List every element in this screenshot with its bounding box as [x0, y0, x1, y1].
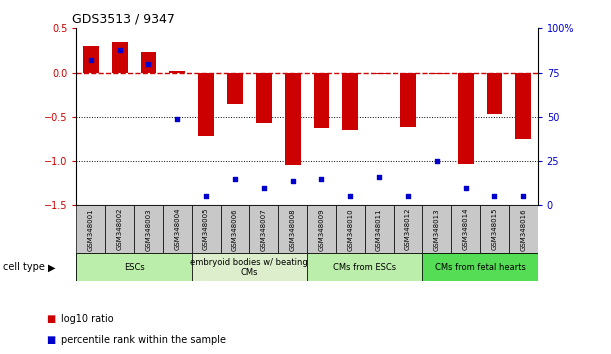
Point [288, 178, 298, 183]
Text: embryoid bodies w/ beating
CMs: embryoid bodies w/ beating CMs [191, 258, 308, 277]
Point [345, 194, 355, 199]
FancyBboxPatch shape [480, 205, 509, 253]
FancyBboxPatch shape [192, 253, 307, 281]
Point [432, 158, 442, 164]
Bar [198, 73, 214, 136]
Bar [256, 73, 272, 123]
FancyBboxPatch shape [509, 205, 538, 253]
FancyBboxPatch shape [163, 205, 192, 253]
Bar [458, 73, 474, 164]
Text: ESCs: ESCs [123, 263, 144, 272]
Text: log10 ratio: log10 ratio [61, 314, 114, 324]
Point [144, 61, 153, 67]
FancyBboxPatch shape [365, 205, 393, 253]
Text: GSM348015: GSM348015 [491, 208, 497, 251]
Bar [227, 73, 243, 104]
Point [374, 174, 384, 180]
FancyBboxPatch shape [336, 205, 365, 253]
Text: GSM348007: GSM348007 [261, 208, 267, 251]
Text: GSM348005: GSM348005 [203, 208, 209, 251]
Point [86, 57, 96, 63]
Text: GDS3513 / 9347: GDS3513 / 9347 [71, 13, 175, 26]
Point [316, 176, 326, 182]
Bar [371, 73, 387, 74]
Text: GSM348004: GSM348004 [174, 208, 180, 251]
FancyBboxPatch shape [249, 205, 278, 253]
Bar [429, 73, 445, 74]
Point [230, 176, 240, 182]
Bar [486, 73, 502, 114]
Point [518, 194, 528, 199]
Bar [400, 73, 416, 127]
Bar [313, 73, 329, 129]
Text: GSM348011: GSM348011 [376, 208, 382, 251]
Point [403, 194, 413, 199]
FancyBboxPatch shape [422, 253, 538, 281]
Text: cell type: cell type [3, 262, 45, 272]
FancyBboxPatch shape [76, 253, 192, 281]
Point [172, 116, 182, 121]
FancyBboxPatch shape [393, 205, 422, 253]
Bar [342, 73, 358, 130]
FancyBboxPatch shape [105, 205, 134, 253]
FancyBboxPatch shape [134, 205, 163, 253]
Text: GSM348012: GSM348012 [405, 208, 411, 251]
Bar [112, 42, 128, 73]
Text: GSM348010: GSM348010 [347, 208, 353, 251]
Text: GSM348001: GSM348001 [88, 208, 94, 251]
Point [201, 194, 211, 199]
Text: GSM348016: GSM348016 [520, 208, 526, 251]
Text: percentile rank within the sample: percentile rank within the sample [61, 335, 226, 345]
Text: ■: ■ [46, 335, 55, 345]
Text: ▶: ▶ [48, 262, 55, 272]
Point [489, 194, 499, 199]
Text: GSM348013: GSM348013 [434, 208, 440, 251]
Text: CMs from fetal hearts: CMs from fetal hearts [434, 263, 525, 272]
FancyBboxPatch shape [307, 253, 422, 281]
FancyBboxPatch shape [307, 205, 336, 253]
Point [259, 185, 269, 190]
FancyBboxPatch shape [278, 205, 307, 253]
Bar [169, 71, 185, 73]
Text: ■: ■ [46, 314, 55, 324]
FancyBboxPatch shape [221, 205, 249, 253]
Bar [285, 73, 301, 166]
Text: GSM348009: GSM348009 [318, 208, 324, 251]
Text: GSM348008: GSM348008 [290, 208, 296, 251]
Bar [83, 46, 99, 73]
FancyBboxPatch shape [422, 205, 451, 253]
FancyBboxPatch shape [451, 205, 480, 253]
Point [115, 47, 125, 52]
Bar [515, 73, 531, 139]
Text: CMs from ESCs: CMs from ESCs [333, 263, 397, 272]
Text: GSM348002: GSM348002 [117, 208, 123, 251]
Text: GSM348006: GSM348006 [232, 208, 238, 251]
FancyBboxPatch shape [192, 205, 221, 253]
Text: GSM348014: GSM348014 [463, 208, 469, 251]
Point [461, 185, 470, 190]
Text: GSM348003: GSM348003 [145, 208, 152, 251]
FancyBboxPatch shape [76, 205, 105, 253]
Bar [141, 52, 156, 73]
